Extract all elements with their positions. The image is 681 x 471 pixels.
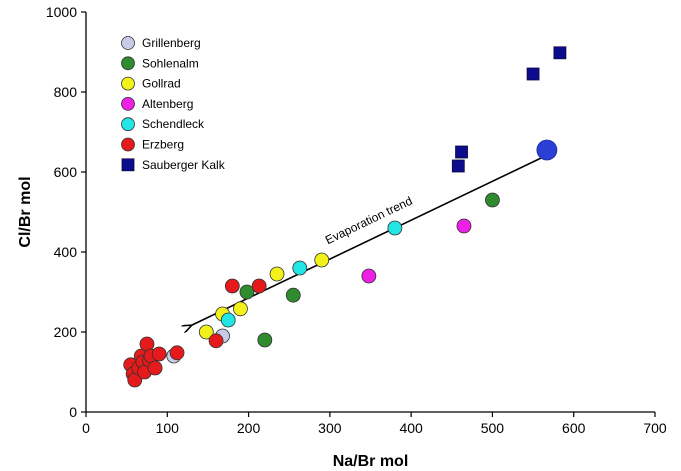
x-tick-label: 400 bbox=[399, 420, 423, 436]
x-tick-label: 300 bbox=[318, 420, 342, 436]
legend-label-sauberger-kalk: Sauberger Kalk bbox=[142, 158, 226, 172]
data-point-erzberg bbox=[208, 333, 224, 349]
legend-marker-grillenberg bbox=[121, 36, 135, 50]
y-tick-label: 200 bbox=[54, 324, 78, 340]
data-point-gollrad bbox=[269, 266, 285, 282]
data-point-schendleck bbox=[220, 312, 236, 328]
y-tick-label: 0 bbox=[69, 404, 77, 420]
chart-legend: Grillenberg Sohlenalm Gollrad Altenberg Sche… bbox=[121, 36, 226, 172]
legend-marker-altenberg bbox=[121, 97, 135, 111]
data-point-gollrad bbox=[314, 252, 330, 268]
data-point-sauberger-kalk bbox=[553, 46, 567, 60]
data-point-erzberg bbox=[151, 346, 167, 362]
legend-marker-sauberger-kalk bbox=[121, 158, 135, 172]
data-point-sauberger-kalk bbox=[451, 159, 465, 173]
x-axis-title: Na/Br mol bbox=[333, 453, 409, 470]
data-point-sohlenalm bbox=[257, 332, 273, 348]
evaporation-trend-label: Evaporation trend bbox=[323, 194, 414, 248]
y-axis-title: Cl/Br mol bbox=[17, 176, 34, 247]
x-tick-label: 0 bbox=[82, 420, 90, 436]
x-tick-label: 200 bbox=[237, 420, 261, 436]
legend-label-schendleck: Schendleck bbox=[142, 117, 205, 131]
y-tick-label: 600 bbox=[54, 164, 78, 180]
y-tick-label: 800 bbox=[54, 84, 78, 100]
data-point-erzberg bbox=[169, 345, 185, 361]
legend-label-sohlenalm: Sohlenalm bbox=[142, 56, 199, 70]
legend-marker-schendleck bbox=[121, 117, 135, 132]
data-point-erzberg bbox=[147, 360, 163, 376]
x-tick-label: 100 bbox=[156, 420, 180, 436]
x-tick-label: 500 bbox=[481, 420, 505, 436]
data-point-sauberger-kalk bbox=[526, 67, 540, 81]
legend-label-gollrad: Gollrad bbox=[142, 77, 181, 91]
evaporation-trend-arrow bbox=[190, 155, 546, 326]
data-point-altenberg bbox=[456, 218, 472, 234]
legend-label-grillenberg: Grillenberg bbox=[142, 36, 201, 50]
data-point-sohlenalm bbox=[239, 284, 255, 300]
data-point-schendleck bbox=[292, 260, 308, 276]
data-point-sohlenalm bbox=[485, 192, 500, 208]
y-tick-label: 400 bbox=[54, 244, 78, 260]
legend-marker-gollrad bbox=[121, 76, 135, 91]
data-point-erzberg bbox=[224, 278, 240, 294]
legend-label-altenberg: Altenberg bbox=[142, 97, 193, 111]
highlight-data-point bbox=[536, 139, 558, 161]
legend-label-erzberg: Erzberg bbox=[142, 138, 184, 152]
y-tick-label: 1000 bbox=[46, 4, 77, 20]
legend-marker-sohlenalm bbox=[121, 56, 135, 71]
data-point-sauberger-kalk bbox=[455, 145, 468, 159]
x-tick-label: 700 bbox=[643, 420, 667, 436]
x-tick-label: 600 bbox=[562, 420, 586, 436]
legend-marker-erzberg bbox=[121, 137, 135, 152]
data-point-gollrad bbox=[198, 324, 214, 340]
data-point-schendleck bbox=[387, 220, 403, 236]
data-point-erzberg bbox=[251, 278, 267, 294]
data-point-altenberg bbox=[361, 268, 377, 284]
data-point-gollrad bbox=[233, 301, 248, 317]
data-point-sohlenalm bbox=[285, 287, 301, 303]
